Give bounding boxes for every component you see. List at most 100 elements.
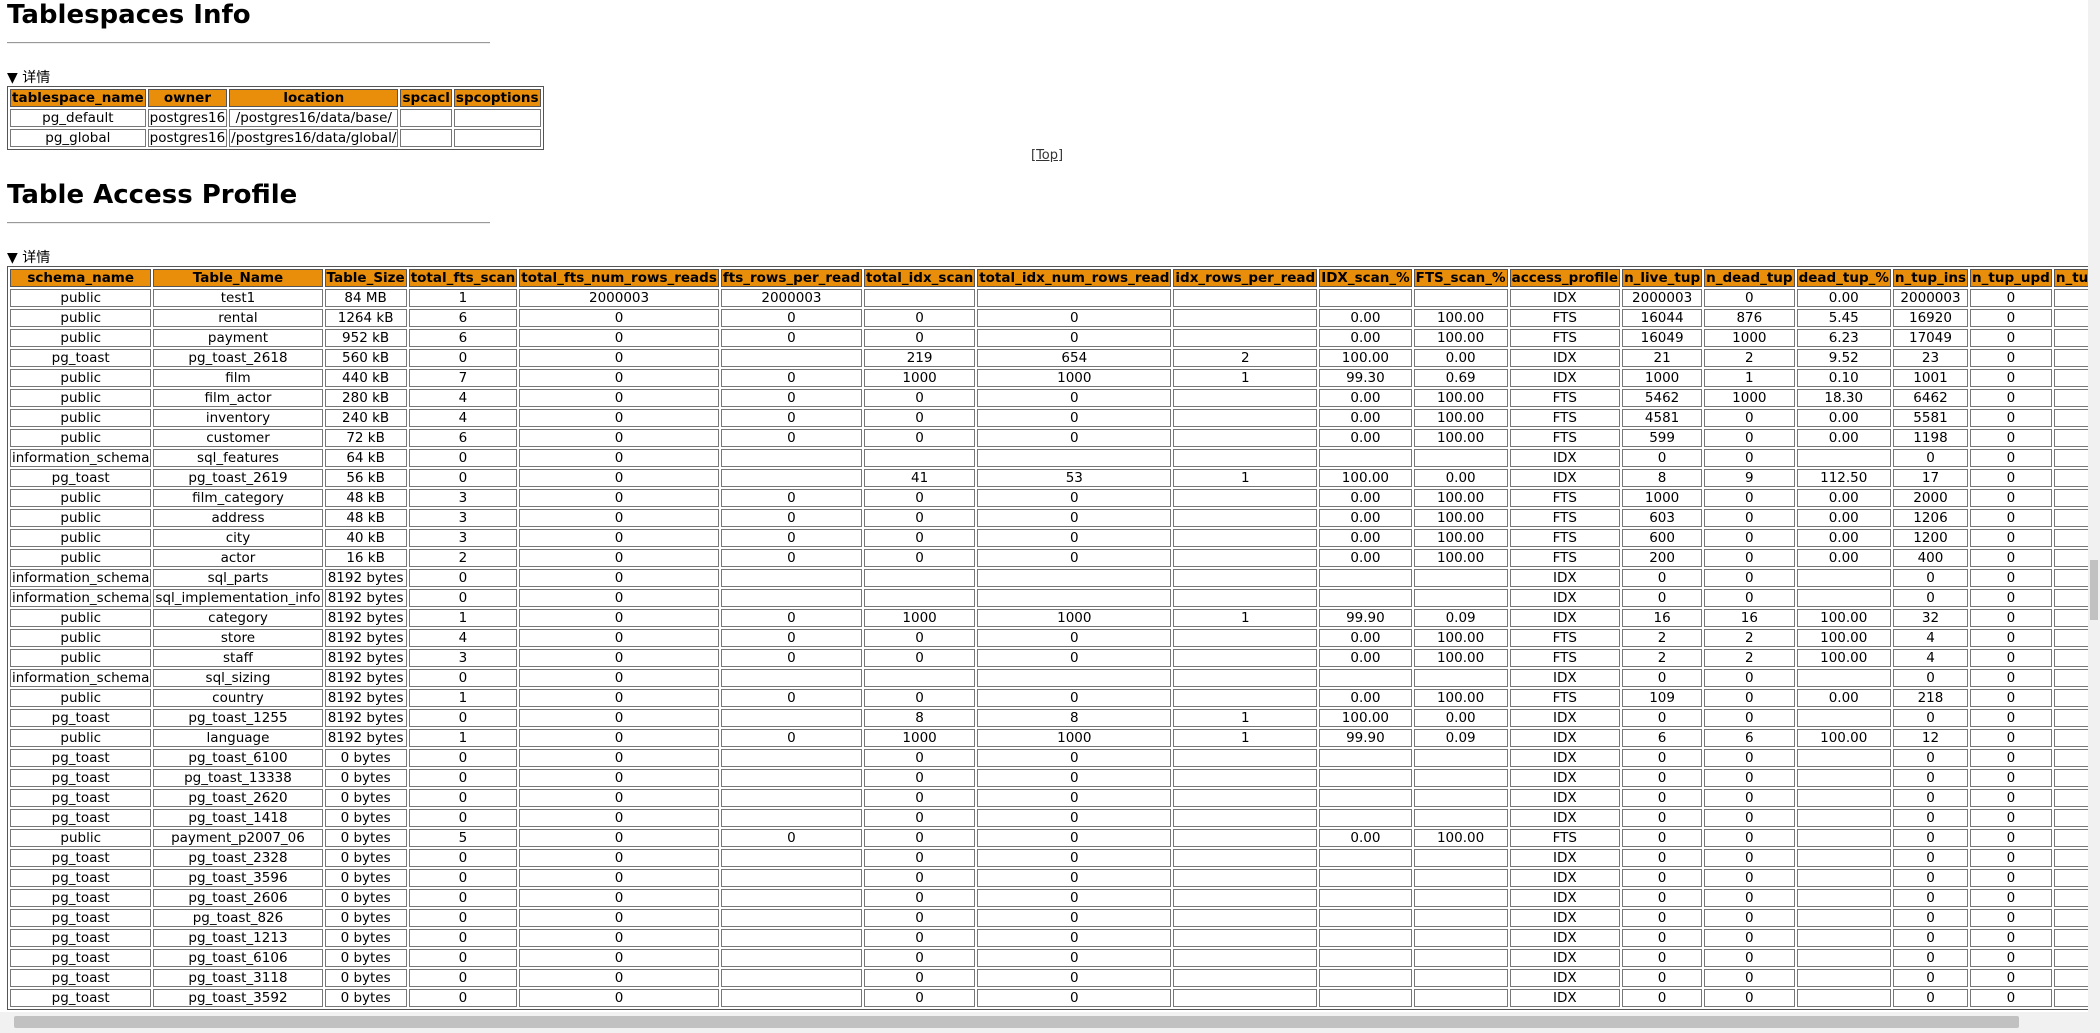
column-header: n_tup_ins — [1892, 269, 1969, 287]
top-link[interactable]: [Top] — [1031, 148, 1064, 163]
table-cell: 0 — [1970, 889, 2052, 907]
table-cell: 0 — [1892, 989, 1969, 1007]
table-cell: 4 — [1892, 629, 1969, 647]
details-label[interactable]: 详情 — [22, 250, 51, 266]
table-cell: 0 — [1704, 949, 1795, 967]
table-cell: 0 — [519, 849, 719, 867]
table-row: information_schema sql_features 64 kB 0 0 IDX… — [10, 449, 2100, 467]
scroll-thumb[interactable] — [2090, 560, 2098, 620]
details-toggle[interactable]: ▼ 详情 — [7, 250, 51, 266]
table-cell — [1319, 869, 1412, 887]
table-cell — [1796, 709, 1891, 727]
table-cell: IDX — [1509, 989, 1621, 1007]
table-cell: 100.00 — [1413, 489, 1508, 507]
table-cell: 0 — [1704, 289, 1795, 307]
table-cell — [1319, 749, 1412, 767]
table-cell: 0 — [408, 769, 518, 787]
table-cell: 0.00 — [1796, 689, 1891, 707]
table-cell: 0 — [1970, 509, 2052, 527]
table-cell: 0 — [1970, 289, 2052, 307]
table-row: public inventory 240 kB 4 0 0 0 0 0.00 100.00 FTS 4… — [10, 409, 2100, 427]
table-cell: pg_toast — [10, 929, 152, 947]
table-cell — [1173, 549, 1318, 567]
vertical-scrollbar[interactable] — [2088, 0, 2100, 1033]
table-cell: information_schema — [10, 569, 152, 587]
table-cell — [1173, 629, 1318, 647]
table-cell: IDX — [1509, 469, 1621, 487]
table-cell: 16049 — [1622, 329, 1703, 347]
table-cell: 0 — [1970, 429, 2052, 447]
table-cell: 100.00 — [1413, 829, 1508, 847]
table-cell: 1000 — [1704, 329, 1795, 347]
table-cell: 0.00 — [1319, 529, 1412, 547]
table-cell: 16 — [1622, 609, 1703, 627]
table-cell: FTS — [1509, 649, 1621, 667]
table-cell: 0 — [1892, 849, 1969, 867]
table-cell: 0 — [1970, 629, 2052, 647]
table-cell: 1000 — [864, 369, 976, 387]
table-cell — [720, 969, 862, 987]
table-cell — [1173, 749, 1318, 767]
table-cell: 0 — [519, 729, 719, 747]
table-cell: 17 — [1892, 469, 1969, 487]
table-cell: 1 — [408, 689, 518, 707]
table-cell: 0 — [864, 389, 976, 407]
table-cell: 0.00 — [1796, 529, 1891, 547]
column-header: total_fts_num_rows_reads — [519, 269, 719, 287]
details-toggle[interactable]: ▼ 详情 — [7, 70, 51, 86]
table-cell: 0 — [977, 929, 1172, 947]
table-cell — [1796, 869, 1891, 887]
table-cell: 84 MB — [324, 289, 407, 307]
column-header: total_idx_scan — [864, 269, 976, 287]
table-cell: 0 — [1704, 489, 1795, 507]
table-cell: pg_toast — [10, 809, 152, 827]
table-cell: 0 — [1970, 709, 2052, 727]
table-cell: 0 — [1970, 569, 2052, 587]
table-cell: 16 — [1704, 609, 1795, 627]
table-cell: 0 — [720, 489, 862, 507]
table-cell: sql_implementation_info — [153, 589, 323, 607]
table-cell: 0 — [1622, 969, 1703, 987]
table-cell: 0 — [1622, 869, 1703, 887]
table-cell — [1173, 409, 1318, 427]
column-header: idx_rows_per_read — [1173, 269, 1318, 287]
table-cell: 0 — [408, 869, 518, 887]
table-cell: public — [10, 509, 152, 527]
table-cell: 440 kB — [324, 369, 407, 387]
table-cell: 8 — [977, 709, 1172, 727]
table-cell: 0 — [519, 529, 719, 547]
table-cell: 0 — [1622, 849, 1703, 867]
table-cell — [864, 669, 976, 687]
table-cell: 100.00 — [1319, 349, 1412, 367]
table-cell: 560 kB — [324, 349, 407, 367]
table-cell — [1796, 949, 1891, 967]
table-cell: 0 — [519, 369, 719, 387]
table-cell — [1413, 909, 1508, 927]
table-cell: pg_toast — [10, 349, 152, 367]
table-cell — [1173, 529, 1318, 547]
table-cell: 0 — [1622, 589, 1703, 607]
scroll-thumb[interactable] — [14, 1016, 2019, 1028]
table-cell: 0 — [519, 589, 719, 607]
table-cell — [1173, 669, 1318, 687]
table-cell: 0 — [864, 309, 976, 327]
table-cell: IDX — [1509, 709, 1621, 727]
table-cell: 8192 bytes — [324, 629, 407, 647]
table-cell: 100.00 — [1796, 729, 1891, 747]
table-cell: 0 — [864, 509, 976, 527]
table-cell: 0 — [1622, 669, 1703, 687]
table-cell: 0 — [720, 429, 862, 447]
table-cell — [1413, 589, 1508, 607]
table-cell — [1319, 789, 1412, 807]
table-cell: 0.00 — [1413, 349, 1508, 367]
details-label[interactable]: 详情 — [22, 70, 51, 86]
table-cell: 0 — [1970, 529, 2052, 547]
horizontal-scrollbar[interactable] — [0, 1012, 2088, 1033]
table-cell: 0.69 — [1413, 369, 1508, 387]
table-cell: 0 — [519, 569, 719, 587]
table-cell — [1319, 849, 1412, 867]
table-cell: 0 — [519, 829, 719, 847]
table-row: public city 40 kB 3 0 0 0 0 0.00 100.00 FTS 600 0 0.0… — [10, 529, 2100, 547]
table-cell — [1173, 329, 1318, 347]
